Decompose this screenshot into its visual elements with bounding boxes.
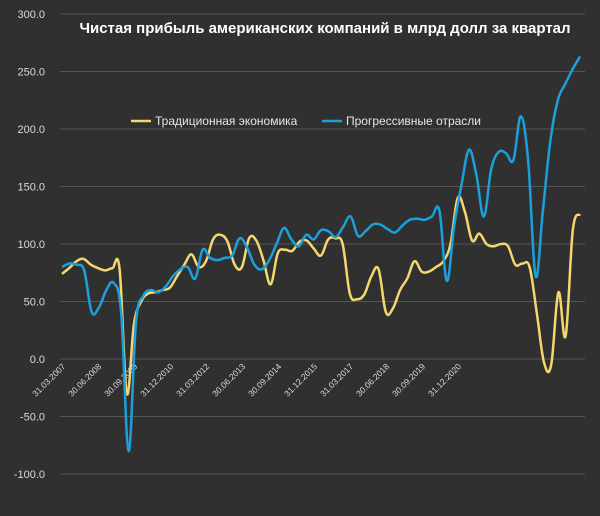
x-tick-label: 31.12.2015: [282, 361, 319, 398]
x-tick-label: 30.06.2018: [354, 361, 391, 398]
y-tick-label: 100.0: [17, 239, 45, 251]
y-tick-label: 250.0: [17, 67, 45, 79]
series-line-progressive: [61, 55, 582, 453]
y-axis: 300.0 250.0 200.0 150.0 100.0 50.0 0.0 -50.0 -10…: [14, 9, 45, 481]
y-tick-label: 50.0: [24, 297, 45, 309]
legend-label-progressive: Прогрессивные отрасли: [346, 114, 481, 128]
x-tick-label: 31.12.2010: [138, 361, 175, 398]
x-tick-label: 30.06.2013: [210, 361, 247, 398]
legend: Традиционная экономика Прогрессивные отр…: [131, 114, 481, 128]
series-line-traditional: [61, 195, 582, 396]
x-axis: 31.03.200730.06.200830.09.200931.12.2010…: [30, 361, 463, 398]
y-tick-label: 200.0: [17, 124, 45, 136]
y-tick-label: 0.0: [30, 354, 45, 366]
x-tick-label: 31.03.2007: [30, 361, 67, 398]
y-tick-label: 150.0: [17, 182, 45, 194]
y-tick-label: 300.0: [17, 9, 45, 21]
x-tick-label: 31.12.2020: [426, 361, 463, 398]
x-tick-label: 30.09.2014: [246, 361, 283, 398]
y-tick-label: -100.0: [14, 469, 45, 481]
chart-title: Чистая прибыль американских компаний в м…: [79, 20, 570, 37]
legend-label-traditional: Традиционная экономика: [155, 114, 298, 128]
gridlines: [60, 13, 585, 475]
y-tick-label: -50.0: [20, 412, 45, 424]
x-tick-label: 30.06.2008: [66, 361, 103, 398]
x-tick-label: 31.03.2012: [174, 361, 211, 398]
series-lines: [61, 55, 582, 453]
x-tick-label: 30.09.2019: [390, 361, 427, 398]
x-tick-label: 31.03.2017: [318, 361, 355, 398]
